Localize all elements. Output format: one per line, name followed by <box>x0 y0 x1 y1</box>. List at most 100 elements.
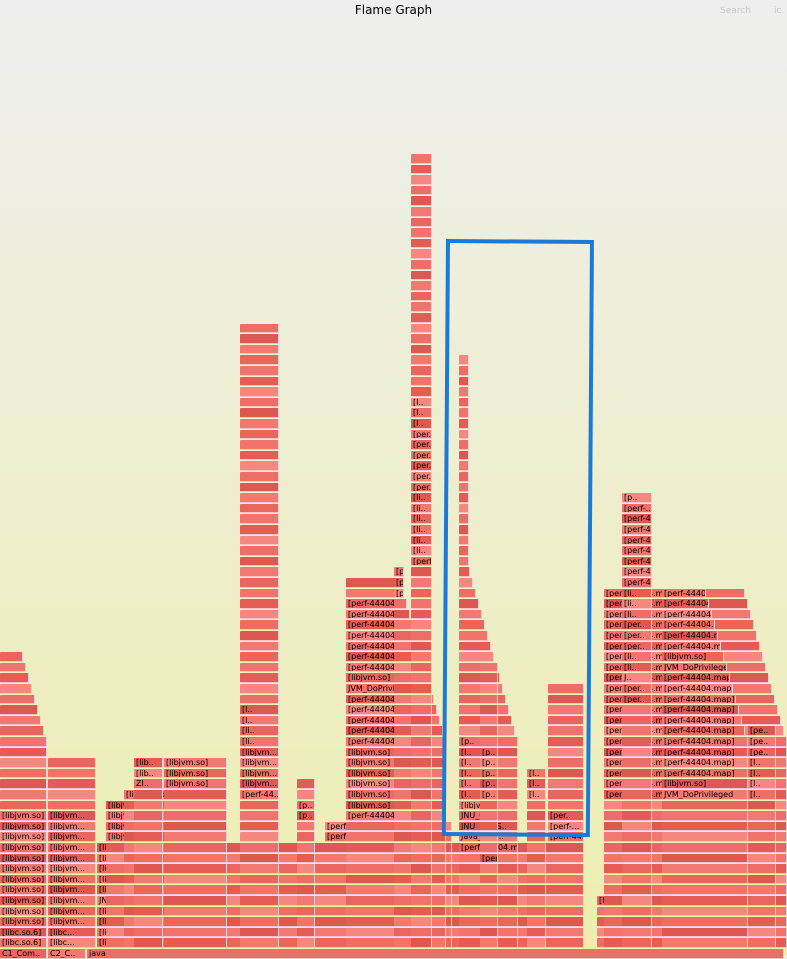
stack-frame[interactable] <box>240 355 279 365</box>
stack-frame[interactable]: [perf-44404.map] <box>662 715 742 726</box>
stack-frame[interactable] <box>622 917 652 927</box>
stack-frame[interactable] <box>480 684 498 694</box>
stack-frame[interactable] <box>297 917 315 927</box>
stack-frame[interactable] <box>411 387 432 397</box>
stack-frame[interactable] <box>411 694 432 705</box>
stack-frame[interactable] <box>527 864 546 874</box>
stack-frame[interactable] <box>297 874 315 885</box>
stack-frame[interactable]: [l.. <box>240 705 279 715</box>
stack-frame[interactable]: [libjvm... <box>48 917 96 927</box>
stack-frame[interactable] <box>240 334 279 344</box>
stack-frame[interactable] <box>748 938 776 948</box>
stack-frame[interactable] <box>622 747 652 758</box>
stack-frame[interactable]: [libjvm.so] <box>0 906 47 917</box>
stack-frame[interactable] <box>240 344 279 355</box>
stack-frame[interactable] <box>662 821 748 832</box>
stack-frame[interactable] <box>459 366 469 376</box>
stack-frame[interactable]: [libjvm.so] <box>0 896 47 906</box>
stack-frame[interactable] <box>411 228 432 238</box>
stack-frame[interactable] <box>164 917 227 927</box>
stack-frame[interactable] <box>622 758 652 768</box>
stack-frame[interactable] <box>297 832 315 842</box>
stack-frame[interactable] <box>240 440 279 450</box>
stack-frame[interactable] <box>459 450 469 461</box>
stack-frame[interactable] <box>411 281 432 291</box>
stack-frame[interactable] <box>164 821 227 832</box>
stack-frame[interactable]: [per.. <box>411 440 432 450</box>
stack-frame[interactable] <box>459 461 469 471</box>
stack-frame[interactable]: [libjvm... <box>240 768 279 779</box>
stack-frame[interactable] <box>240 387 279 397</box>
stack-frame[interactable]: [li.. <box>411 546 432 556</box>
stack-frame[interactable] <box>548 938 584 948</box>
stack-frame[interactable]: [l.. <box>527 768 546 779</box>
stack-frame[interactable] <box>459 609 482 620</box>
stack-frame[interactable]: [libjvm.so] <box>662 779 748 789</box>
stack-frame[interactable] <box>748 917 776 927</box>
stack-frame[interactable]: [perf-44404.map] <box>662 737 748 747</box>
stack-frame[interactable] <box>622 853 652 864</box>
stack-frame[interactable] <box>240 323 279 334</box>
stack-frame[interactable] <box>411 207 432 217</box>
stack-frame[interactable] <box>134 938 163 948</box>
stack-frame[interactable] <box>0 726 44 736</box>
stack-frame[interactable] <box>0 715 41 726</box>
stack-frame[interactable] <box>240 408 279 418</box>
stack-frame[interactable]: [p.. <box>297 800 315 811</box>
stack-frame[interactable]: [l.. <box>748 790 776 800</box>
stack-frame[interactable] <box>240 366 279 376</box>
stack-frame[interactable]: [perf-44404.map] <box>662 684 733 694</box>
stack-frame[interactable]: [libjvm... <box>240 747 279 758</box>
stack-frame[interactable]: [per.. <box>411 482 432 493</box>
stack-frame[interactable] <box>480 843 498 853</box>
stack-frame[interactable] <box>240 461 279 471</box>
stack-frame[interactable] <box>548 927 584 938</box>
stack-frame[interactable] <box>411 768 432 779</box>
stack-frame[interactable]: [libjvm... <box>48 821 96 832</box>
stack-frame[interactable] <box>459 482 469 493</box>
stack-frame[interactable] <box>480 726 498 736</box>
stack-frame[interactable] <box>480 938 498 948</box>
stack-frame[interactable] <box>164 874 227 885</box>
stack-frame[interactable] <box>134 790 163 800</box>
stack-frame[interactable]: [p.. <box>480 768 498 779</box>
stack-frame[interactable] <box>411 588 432 599</box>
stack-frame[interactable] <box>164 800 227 811</box>
stack-frame[interactable] <box>622 821 652 832</box>
stack-frame[interactable] <box>411 302 432 312</box>
stack-frame[interactable] <box>240 631 279 641</box>
stack-frame[interactable] <box>411 334 432 344</box>
stack-frame[interactable] <box>297 821 315 832</box>
stack-frame[interactable] <box>459 440 469 450</box>
stack-frame[interactable] <box>240 556 279 567</box>
stack-frame[interactable] <box>297 779 315 789</box>
stack-frame[interactable] <box>240 620 279 630</box>
stack-frame[interactable] <box>748 832 776 842</box>
stack-frame[interactable]: [per.. <box>622 684 652 694</box>
stack-frame[interactable] <box>411 684 432 694</box>
stack-frame[interactable] <box>548 896 584 906</box>
stack-frame[interactable] <box>459 535 469 546</box>
stack-frame[interactable] <box>0 652 23 662</box>
stack-frame[interactable] <box>459 578 473 588</box>
stack-frame[interactable]: JVM_DoPrivileged <box>662 790 748 800</box>
stack-frame[interactable] <box>480 662 498 673</box>
stack-frame[interactable]: [libc.so.6] <box>0 938 47 948</box>
stack-frame[interactable]: [per.. <box>411 429 432 440</box>
stack-frame[interactable] <box>0 737 47 747</box>
stack-frame[interactable] <box>240 641 279 652</box>
stack-frame[interactable] <box>240 525 279 535</box>
stack-frame[interactable] <box>527 853 546 864</box>
stack-frame[interactable] <box>411 917 432 927</box>
stack-frame[interactable]: [p.. <box>480 747 498 758</box>
stack-frame[interactable] <box>240 694 279 705</box>
stack-frame[interactable] <box>459 641 491 652</box>
stack-frame[interactable] <box>748 864 776 874</box>
stack-frame[interactable] <box>527 917 546 927</box>
stack-frame[interactable]: [libc... <box>48 927 96 938</box>
stack-frame[interactable] <box>0 790 47 800</box>
stack-frame[interactable] <box>411 270 432 281</box>
stack-frame[interactable] <box>662 896 748 906</box>
stack-frame[interactable]: [perf-44... <box>394 588 404 599</box>
stack-frame[interactable] <box>480 917 498 927</box>
